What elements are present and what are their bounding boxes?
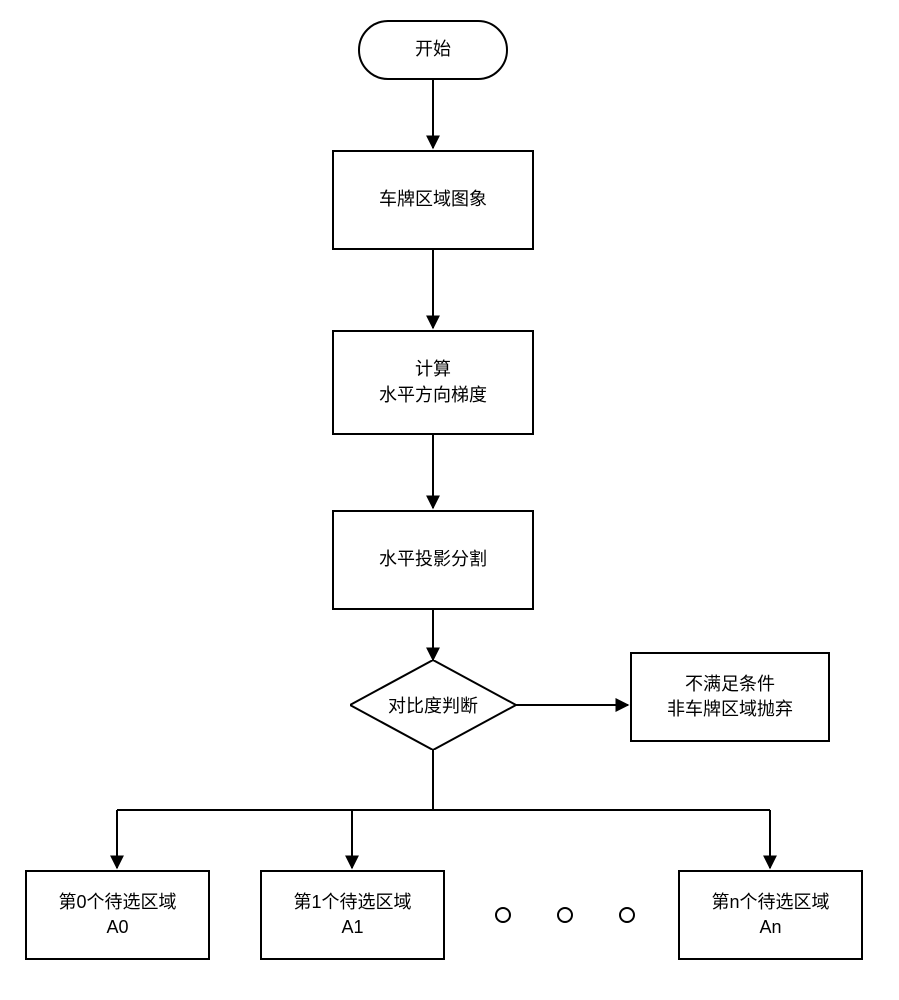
dot-icon (495, 907, 511, 923)
flowchart-canvas: 开始车牌区域图象计算水平方向梯度水平投影分割对比度判断 不满足条件非车牌区域抛弃第… (0, 0, 899, 1000)
dot-icon (557, 907, 573, 923)
node-d1: 对比度判断 (350, 660, 516, 750)
ellipsis-dots (495, 907, 635, 923)
node-p1: 车牌区域图象 (332, 150, 534, 250)
node-a0: 第0个待选区域A0 (25, 870, 210, 960)
node-p2: 计算水平方向梯度 (332, 330, 534, 435)
dot-icon (619, 907, 635, 923)
node-p3: 水平投影分割 (332, 510, 534, 610)
node-an: 第n个待选区域An (678, 870, 863, 960)
node-reject: 不满足条件非车牌区域抛弃 (630, 652, 830, 742)
node-start: 开始 (358, 20, 508, 80)
node-a1: 第1个待选区域A1 (260, 870, 445, 960)
